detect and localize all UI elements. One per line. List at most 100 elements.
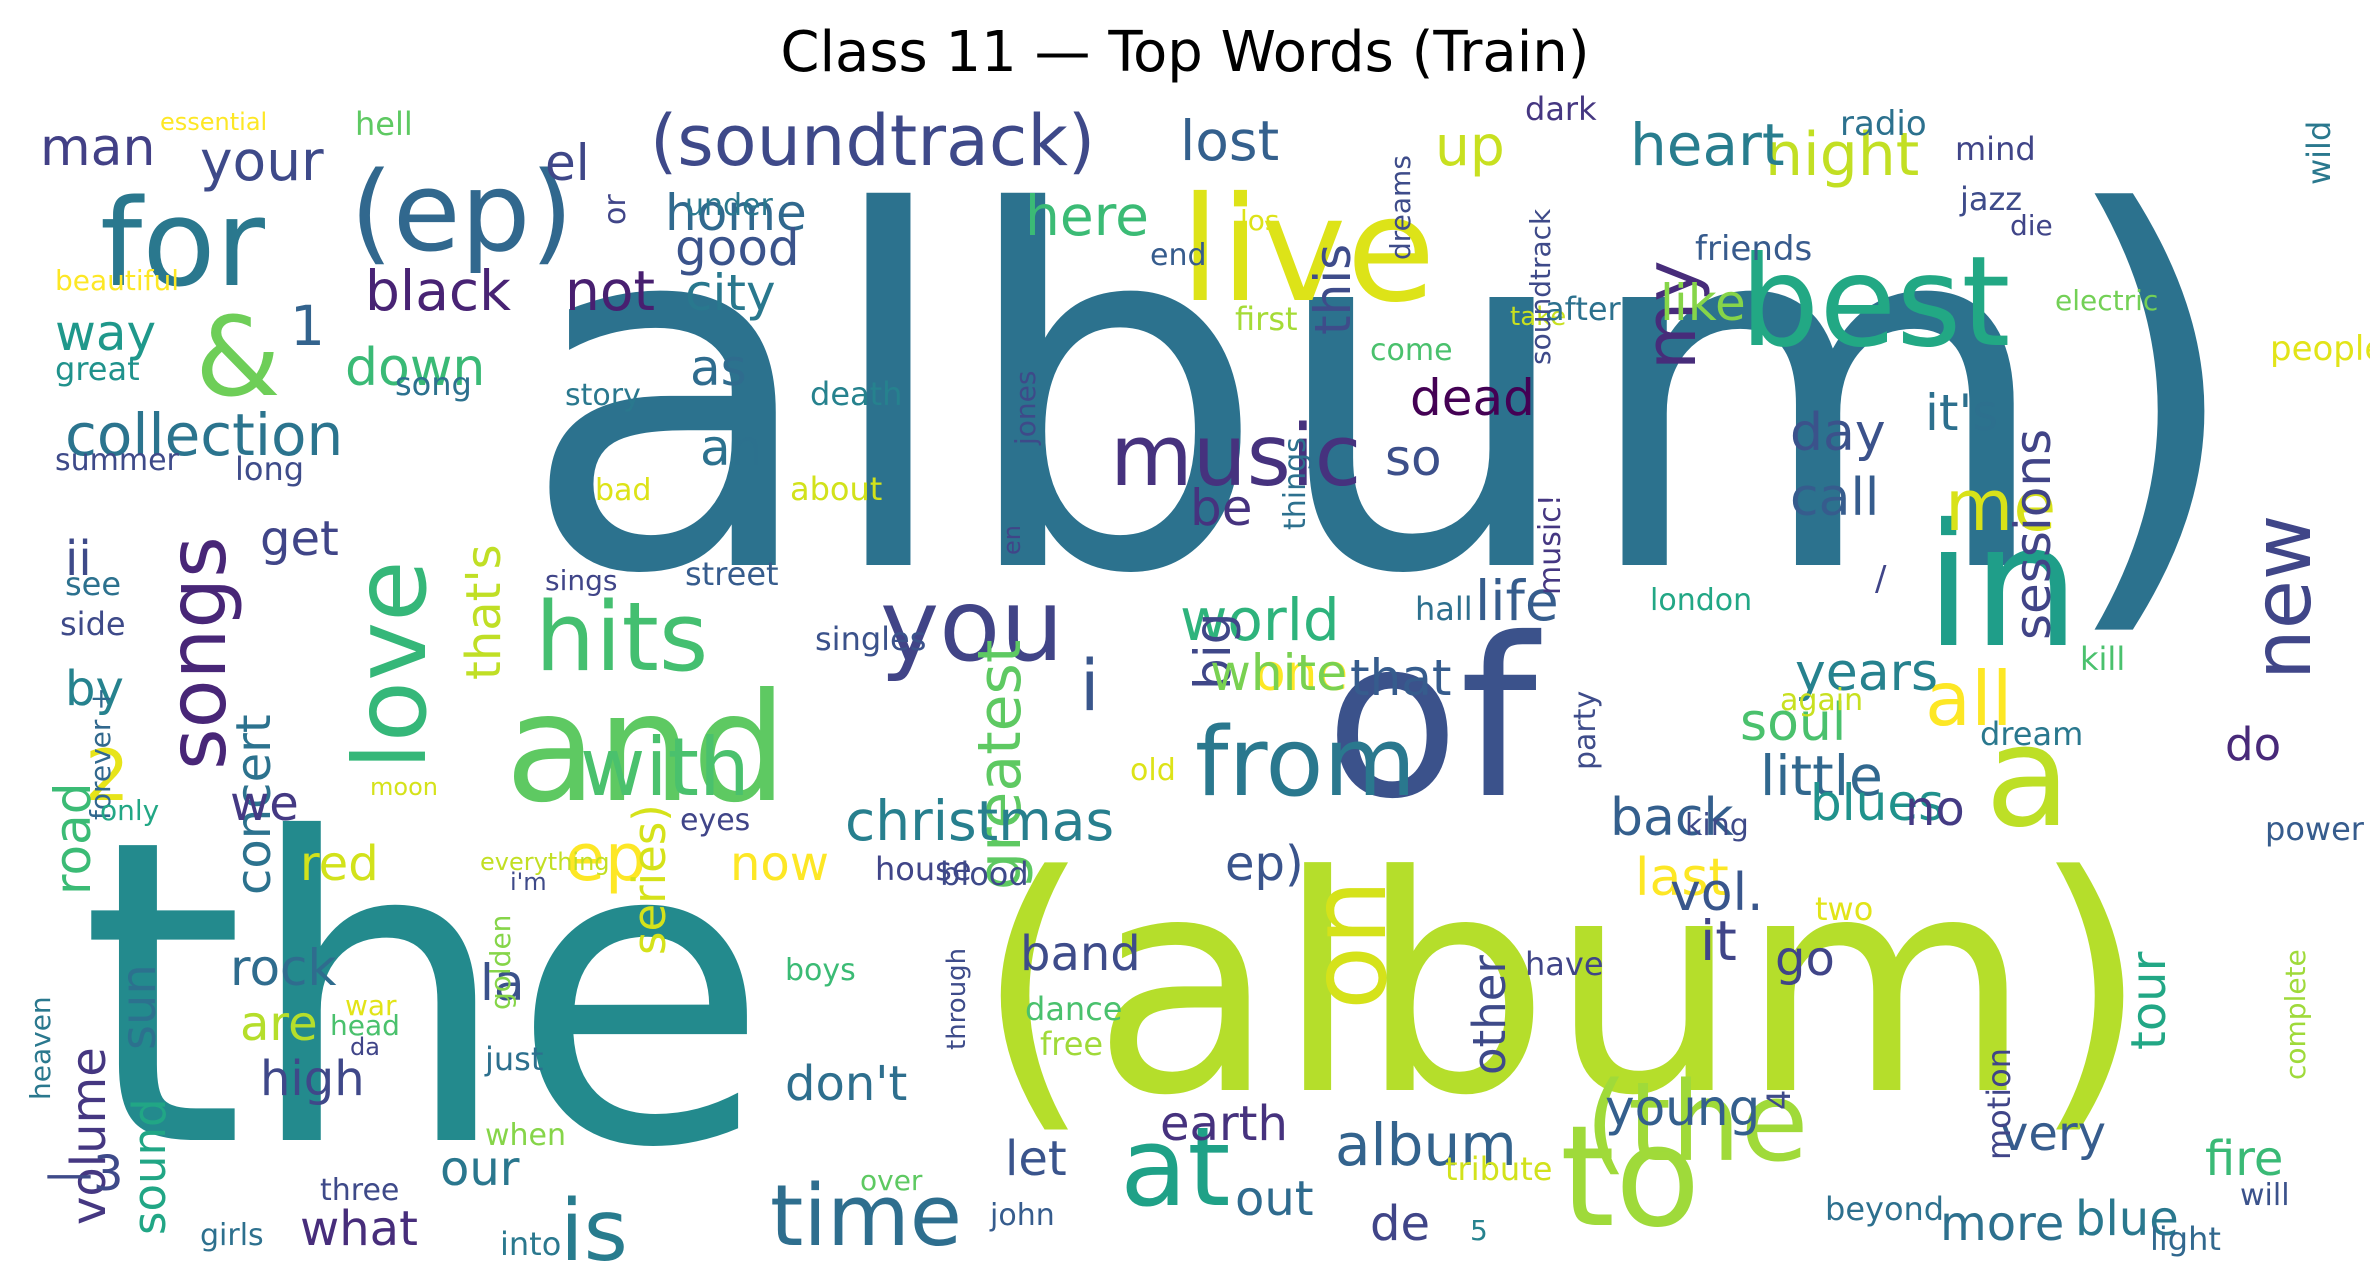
word-we: we bbox=[230, 776, 299, 832]
word-blues: blues bbox=[1810, 774, 1944, 832]
word-now: now bbox=[730, 836, 829, 892]
word-very: very bbox=[2000, 1106, 2106, 1162]
word-love: love bbox=[332, 560, 449, 770]
word-time: time bbox=[770, 1167, 962, 1266]
word-home: home bbox=[665, 184, 807, 242]
word-an: an bbox=[700, 419, 762, 477]
word-into: into bbox=[500, 1225, 561, 1263]
word-john: john bbox=[989, 1198, 1055, 1233]
word-music: music bbox=[1110, 407, 1361, 506]
word-everything: everything bbox=[480, 848, 610, 876]
word-war: war bbox=[345, 989, 397, 1022]
word-moon: moon bbox=[370, 773, 438, 801]
word-man: man bbox=[40, 118, 155, 178]
word-no: no bbox=[1905, 781, 1965, 837]
word-dreams: dreams bbox=[1384, 155, 1417, 260]
word-electric: electric bbox=[2055, 284, 2158, 317]
word-again: again bbox=[1780, 683, 1863, 718]
word-up: up bbox=[1435, 114, 1505, 178]
word-way: way bbox=[55, 304, 156, 362]
word-boys: boys bbox=[785, 953, 856, 988]
word-album: album bbox=[1335, 1111, 1517, 1179]
word-new: new bbox=[2236, 515, 2329, 680]
word-my: my bbox=[1630, 260, 1712, 370]
word-tour: tour bbox=[2121, 951, 2177, 1050]
word-street: street bbox=[685, 555, 779, 593]
word-ep: ep) bbox=[1225, 836, 1304, 892]
word-volume: volume bbox=[61, 1047, 117, 1225]
word-down: down bbox=[345, 338, 485, 398]
word-will: will bbox=[2240, 1178, 2290, 1213]
word-back: back bbox=[1610, 788, 1734, 848]
word-los: los bbox=[1240, 204, 1280, 237]
word-london: london bbox=[1650, 583, 1752, 618]
word-radio: radio bbox=[1840, 104, 1927, 144]
word-beautiful: beautiful bbox=[55, 264, 179, 297]
word-from: from bbox=[1195, 708, 1416, 818]
word-2: 2 bbox=[85, 735, 130, 817]
word-en: en bbox=[998, 525, 1026, 555]
word-die: die bbox=[2010, 209, 2053, 242]
word-hall: hall bbox=[1415, 590, 1473, 628]
word-jazz: jazz bbox=[1959, 180, 2022, 218]
word-house: house bbox=[875, 850, 972, 888]
word-all: all bbox=[1925, 655, 2013, 743]
word-ep: (ep) bbox=[350, 148, 573, 276]
word-heart: heart bbox=[1630, 111, 1785, 179]
word-city: city bbox=[685, 264, 776, 322]
word-is: is bbox=[560, 1182, 628, 1281]
word-rock: rock bbox=[230, 939, 337, 997]
word-hell: hell bbox=[355, 105, 413, 143]
word-world: world bbox=[1180, 586, 1340, 654]
word-long: long bbox=[235, 450, 304, 488]
word-when: when bbox=[485, 1118, 566, 1153]
word-white: white bbox=[1210, 644, 1347, 702]
word-do: do bbox=[2225, 718, 2281, 771]
word-series: series) bbox=[623, 804, 676, 955]
word-blood: blood bbox=[940, 855, 1029, 893]
word-sings: sings bbox=[545, 564, 617, 597]
chart-title: Class 11 — Top Words (Train) bbox=[780, 20, 1590, 85]
word-party: party bbox=[1568, 691, 1603, 770]
word-5: 5 bbox=[1470, 1214, 1488, 1247]
word-good: good bbox=[675, 219, 800, 277]
word-eyes: eyes bbox=[680, 803, 750, 838]
word-song: song bbox=[395, 365, 472, 403]
word-side: side bbox=[60, 605, 126, 643]
word-da: da bbox=[350, 1033, 380, 1061]
word-music: music! bbox=[1533, 494, 1568, 595]
word-symbol: / bbox=[1875, 559, 1887, 599]
word-kill: kill bbox=[2080, 640, 2125, 678]
word-high: high bbox=[260, 1051, 365, 1107]
word-or: or bbox=[598, 194, 633, 225]
word-through: through bbox=[942, 948, 972, 1050]
word-to: to bbox=[1560, 1096, 1701, 1259]
word-4: 4 bbox=[1760, 1090, 1798, 1110]
word-your: your bbox=[200, 129, 324, 193]
word-that: that bbox=[1350, 649, 1452, 707]
word-about: about bbox=[790, 470, 882, 508]
word-just: just bbox=[484, 1040, 543, 1078]
word-concert: concert bbox=[226, 714, 282, 895]
word-over: over bbox=[860, 1164, 923, 1197]
word-don-t: don't bbox=[785, 1056, 907, 1112]
word-what: what bbox=[300, 1201, 418, 1257]
word-greatest: greatest bbox=[965, 640, 1035, 890]
word-friends: friends bbox=[1695, 229, 1812, 269]
word-soundtrack: soundtrack bbox=[1524, 208, 1557, 365]
word-songs: songs bbox=[151, 536, 244, 770]
word-the: the bbox=[80, 751, 769, 1240]
word-wild: wild bbox=[2300, 121, 2338, 185]
word-with: with bbox=[580, 721, 750, 814]
word-sound: sound bbox=[123, 1098, 176, 1235]
word-head: head bbox=[330, 1009, 400, 1042]
word-sun: sun bbox=[111, 964, 167, 1050]
word-end: end bbox=[1150, 238, 1207, 273]
word-on: on bbox=[1288, 879, 1410, 1010]
word-death: death bbox=[810, 375, 902, 413]
word-of: of bbox=[1325, 591, 1542, 847]
word-band: band bbox=[1020, 926, 1141, 982]
word-for: for bbox=[100, 175, 266, 314]
word-power: power bbox=[2265, 810, 2365, 848]
word-night: night bbox=[1765, 120, 1919, 190]
